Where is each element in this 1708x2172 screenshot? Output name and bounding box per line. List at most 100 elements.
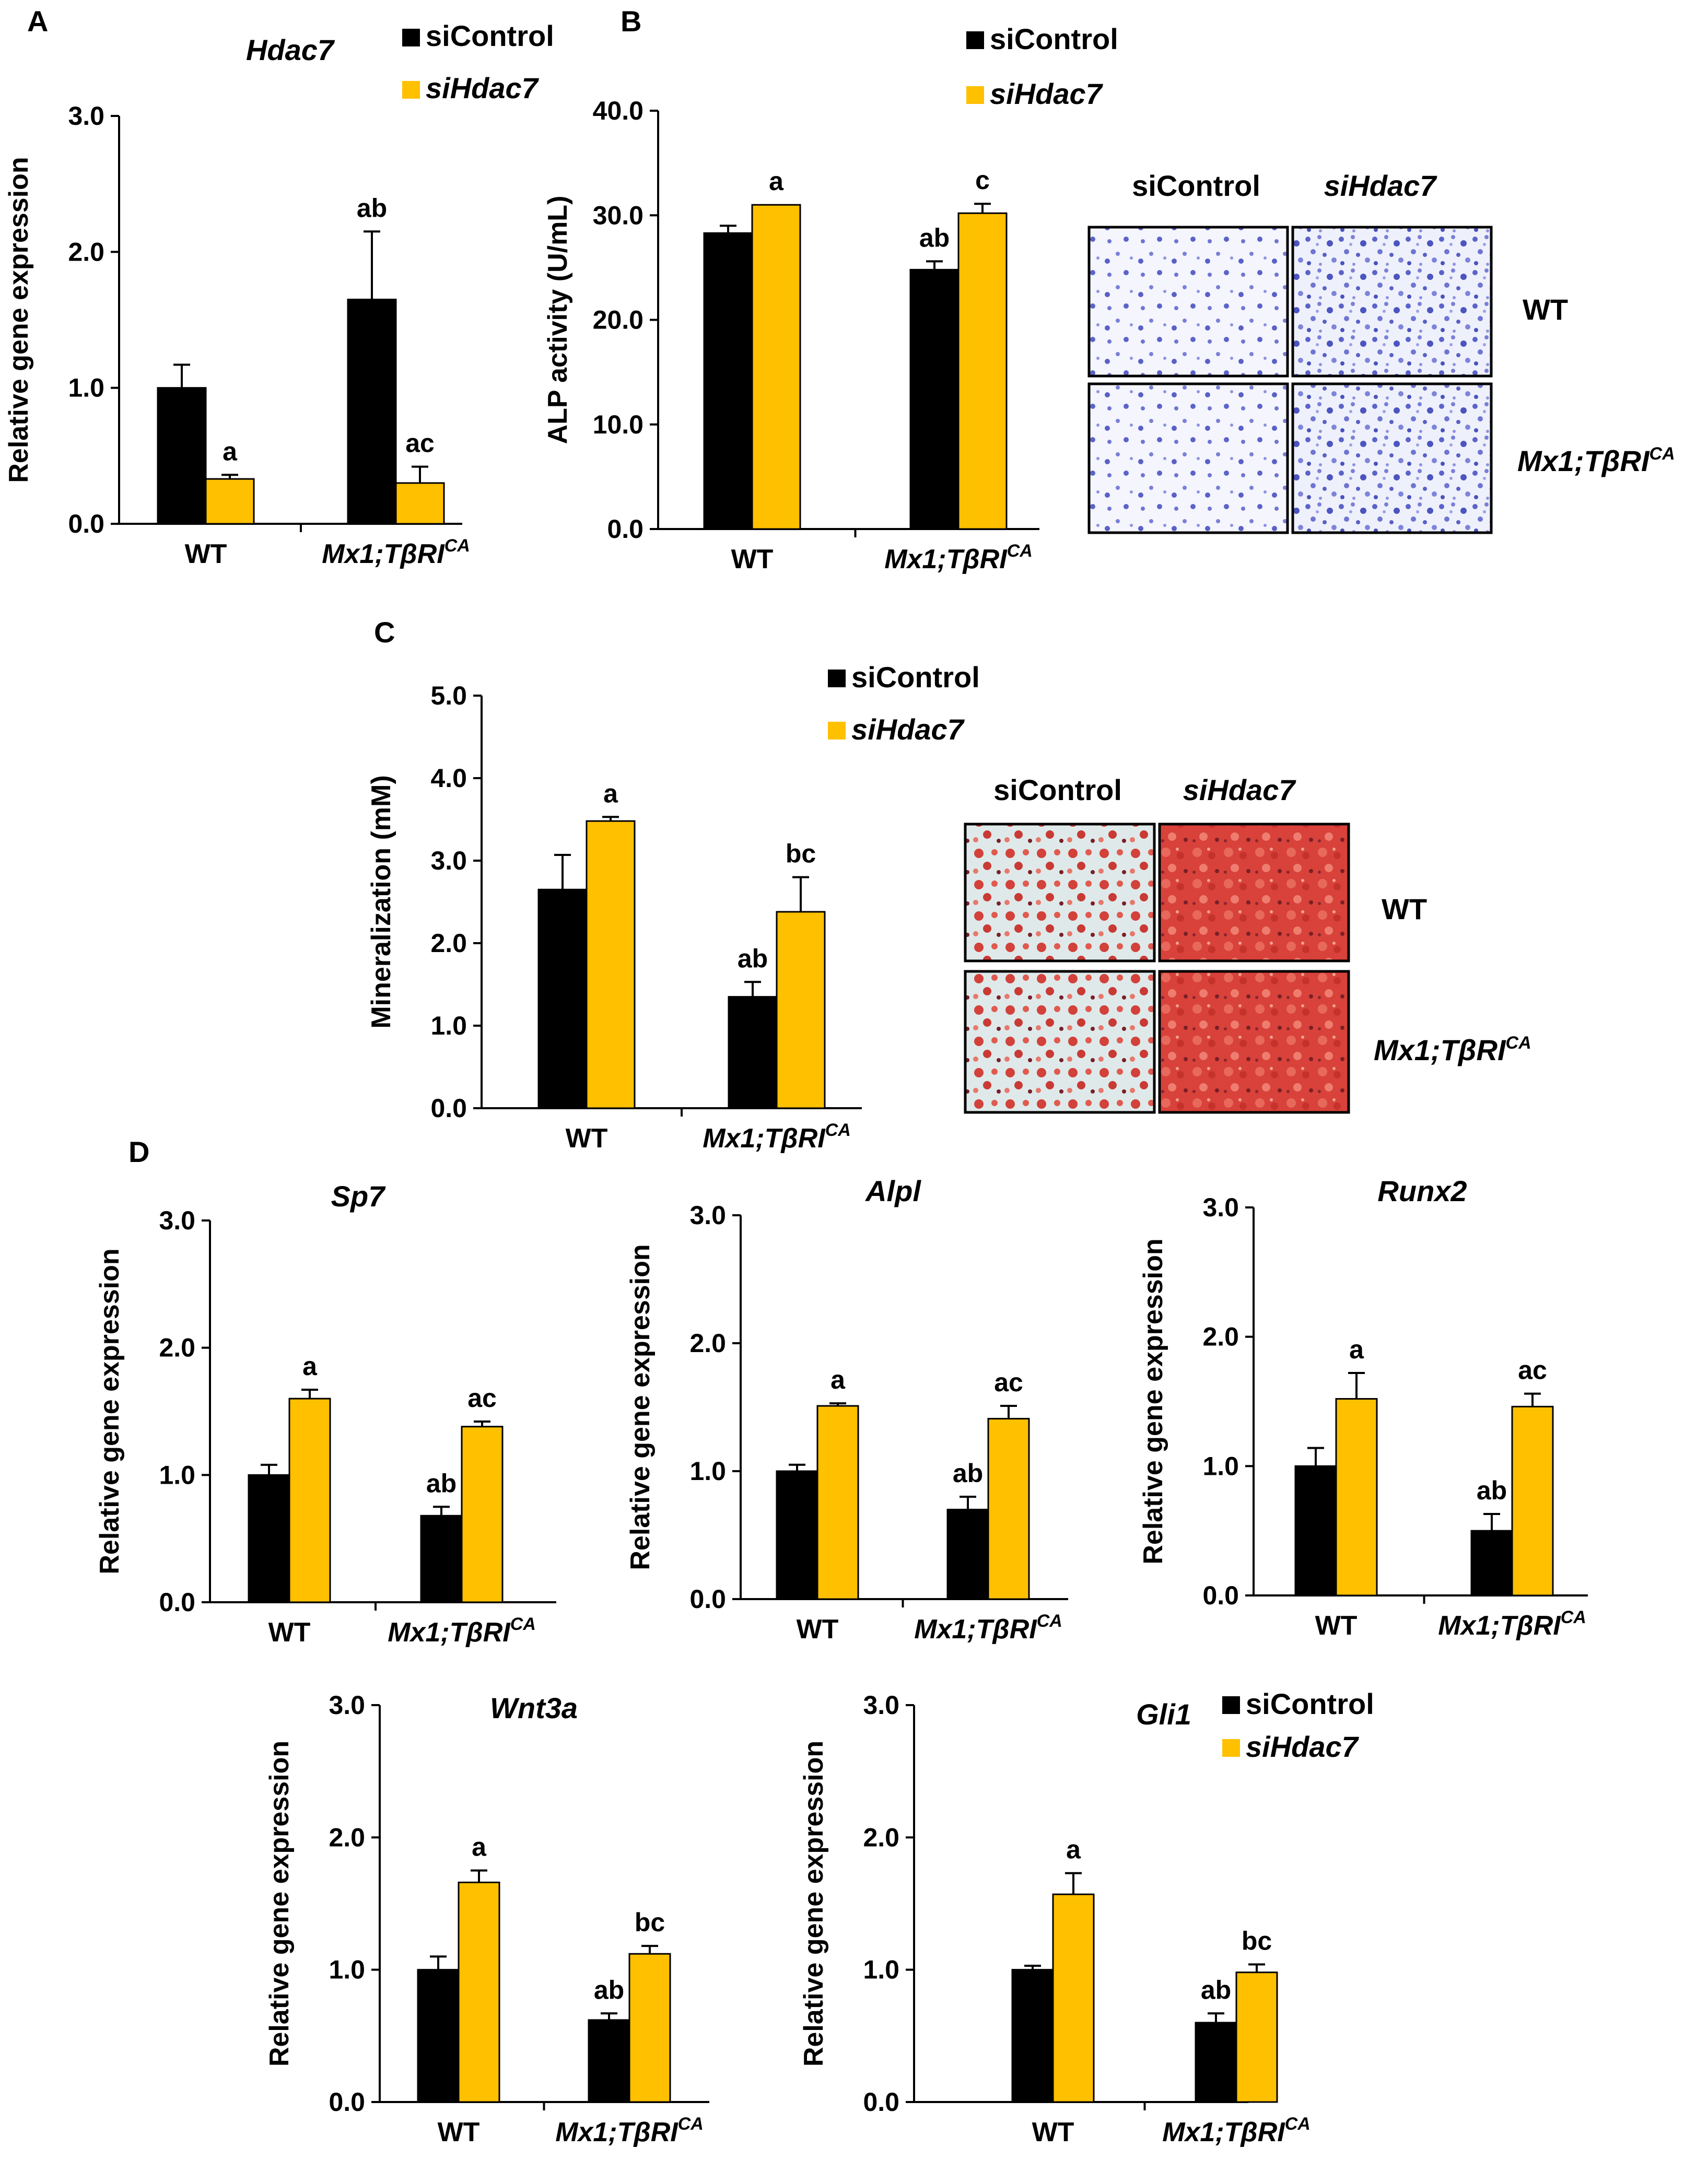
bar-sicontrol: [946, 1509, 989, 1600]
chart-alp-activity: 0.0 10.0 20.0 30.0 40.0 ALP activity (U/mL) WT…: [543, 96, 1039, 574]
x-category-label: WT: [731, 544, 774, 574]
y-tick-label: 2.0: [1202, 1322, 1239, 1352]
y-tick-label: 2.0: [68, 237, 104, 266]
alp-staining-grid: siControl siHdac7 WT Mx1;TβRICA: [1087, 169, 1675, 534]
significance-label: ac: [467, 1383, 497, 1413]
legend-label-sihdac7: siHdac7: [1246, 1730, 1360, 1763]
legend-swatch-sicontrol: [1222, 1696, 1240, 1714]
micrograph-alp-mut-sicontrol: [1087, 382, 1289, 534]
chart-hdac7: 0.0 1.0 2.0 3.0 Relative gene expression Hdac…: [4, 33, 470, 569]
bar-sihdac7: [1052, 1893, 1095, 2103]
y-tick-label: 20.0: [593, 306, 644, 335]
bar-sihdac7: [1511, 1405, 1554, 1596]
bar-sihdac7: [205, 478, 255, 525]
y-tick-label: 0.0: [68, 509, 104, 538]
x-category-sup: CA: [1561, 1607, 1586, 1627]
y-tick-label: 4.0: [430, 764, 467, 793]
alizarin-staining-grid: siControl siHdac7 WT Mx1;TβRICA: [964, 773, 1531, 1114]
legend-swatch-sihdac7: [828, 722, 846, 739]
x-category-label: Mx1;TβRICA: [884, 541, 1033, 574]
y-tick-label: 2.0: [689, 1329, 726, 1358]
y-tick-label: 1.0: [430, 1011, 467, 1040]
bar-sihdac7: [957, 212, 1008, 530]
x-category-label: Mx1;TβRICA: [322, 536, 470, 569]
significance-label: bc: [635, 1908, 665, 1937]
chart-alpl: 0.0 1.0 2.0 3.0 Relative gene expression Alpl…: [625, 1175, 1068, 1645]
significance-label: a: [1066, 1835, 1081, 1864]
bar-sihdac7: [586, 820, 636, 1109]
legend-swatch-sihdac7: [1222, 1739, 1240, 1757]
chart-title: Alpl: [864, 1175, 921, 1207]
legend-swatch-sicontrol: [828, 670, 846, 687]
y-tick-label: 3.0: [863, 1690, 899, 1720]
significance-label: ac: [1518, 1356, 1547, 1385]
significance-label: ac: [405, 429, 435, 458]
significance-label: ab: [738, 944, 768, 973]
stain-row-wt: WT: [1523, 293, 1568, 326]
legend-d: siControl siHdac7: [1222, 1687, 1374, 1763]
stain-row-mut-sup: CA: [1506, 1033, 1531, 1053]
legend-label-sihdac7: siHdac7: [990, 77, 1104, 110]
y-axis-label: Relative gene expression: [799, 1741, 829, 2067]
chart-gli1: 0.0 1.0 2.0 3.0 Relative gene expression Gli1…: [799, 1690, 1311, 2147]
bar-sicontrol: [1470, 1530, 1513, 1596]
significance-label: a: [830, 1365, 846, 1394]
bar-sihdac7: [461, 1426, 504, 1603]
panel-label-d: D: [128, 1135, 149, 1168]
bar-sicontrol: [1011, 1969, 1054, 2103]
stain-row-mut-sup: CA: [1649, 444, 1675, 464]
legend-a: siControl siHdac7: [402, 19, 554, 104]
y-tick-label: 3.0: [1202, 1193, 1239, 1222]
significance-label: a: [769, 167, 784, 196]
significance-label: ab: [953, 1459, 983, 1488]
legend-swatch-sihdac7: [402, 81, 420, 99]
x-category-sup: CA: [825, 1120, 851, 1140]
y-tick-label: 2.0: [430, 929, 467, 958]
y-tick-label: 5.0: [430, 681, 467, 710]
legend-label-sihdac7: siHdac7: [851, 713, 965, 746]
y-tick-label: 0.0: [159, 1588, 195, 1617]
bar-sicontrol: [588, 2019, 630, 2103]
significance-label: a: [302, 1352, 318, 1381]
y-tick-label: 0.0: [1202, 1581, 1239, 1610]
y-tick-label: 3.0: [329, 1690, 365, 1720]
legend-label-sihdac7: siHdac7: [426, 72, 540, 104]
bar-sihdac7: [395, 482, 445, 525]
stain-col-sihdac7: siHdac7: [1324, 169, 1438, 202]
stain-row-mut: Mx1;TβRICA: [1374, 1033, 1531, 1066]
significance-label: ac: [994, 1368, 1023, 1397]
x-category-base: Mx1;TβRI: [703, 1123, 826, 1154]
legend-swatch-sicontrol: [402, 29, 420, 46]
stain-row-mut-base: Mx1;TβRI: [1374, 1034, 1506, 1066]
bar-sihdac7: [1235, 1971, 1278, 2103]
micrograph-alp-wt-sicontrol: [1087, 226, 1289, 378]
bar-sihdac7: [776, 911, 826, 1109]
panel-label-a: A: [27, 5, 48, 38]
micrograph-mineral-wt-sicontrol: [964, 823, 1156, 962]
significance-label: a: [223, 437, 238, 466]
x-category-sup: CA: [1285, 2114, 1311, 2134]
y-axis-label: Mineralization (mM): [366, 775, 396, 1028]
chart-title: Sp7: [331, 1180, 387, 1213]
x-category-sup: CA: [510, 1614, 536, 1634]
y-tick-label: 1.0: [863, 1955, 899, 1985]
y-axis-label: Relative gene expression: [264, 1741, 295, 2067]
legend-b: siControl siHdac7: [966, 22, 1118, 110]
chart-title: Gli1: [1136, 1698, 1191, 1731]
stain-col-sicontrol: siControl: [993, 773, 1122, 806]
y-tick-label: 10.0: [593, 410, 644, 439]
x-category-label: WT: [566, 1123, 608, 1154]
y-tick-label: 3.0: [159, 1206, 195, 1235]
y-tick-label: 1.0: [1202, 1451, 1239, 1481]
y-axis-label: Relative gene expression: [625, 1244, 656, 1570]
y-tick-label: 0.0: [430, 1094, 467, 1123]
x-category-label: WT: [268, 1617, 311, 1648]
y-tick-label: 1.0: [159, 1460, 195, 1489]
stain-row-wt: WT: [1382, 893, 1427, 925]
bar-sicontrol: [537, 888, 588, 1109]
significance-label: ab: [1201, 1975, 1231, 2004]
y-tick-label: 30.0: [593, 201, 644, 230]
x-category-base: Mx1;TβRI: [914, 1614, 1037, 1645]
chart-wnt3a: 0.0 1.0 2.0 3.0 Relative gene expression Wnt3…: [264, 1690, 709, 2147]
